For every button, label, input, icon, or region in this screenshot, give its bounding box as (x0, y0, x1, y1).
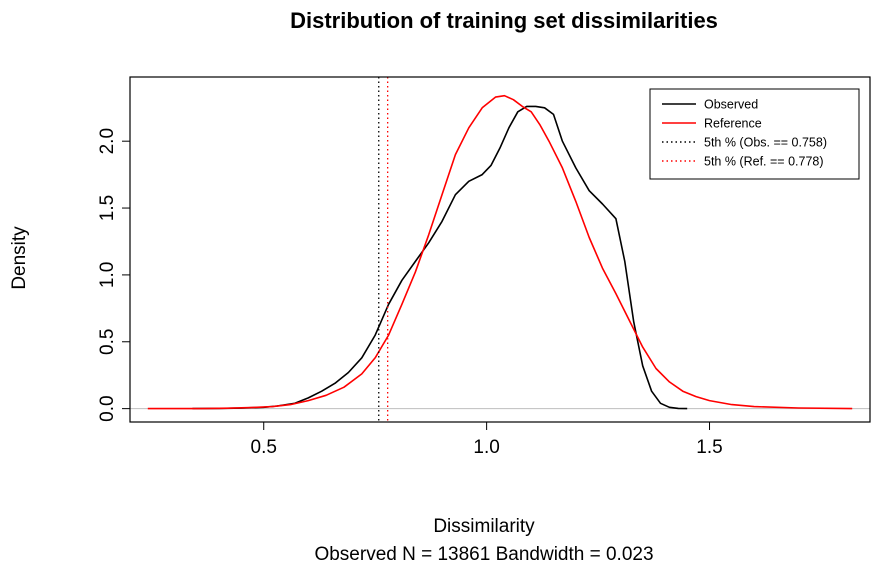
chart-title: Distribution of training set dissimilari… (290, 8, 718, 33)
y-tick-label: 0.0 (97, 395, 118, 421)
legend: Observed Reference 5th % (Obs. == 0.758) 5t… (649, 88, 860, 180)
chart-subtitle: Observed N = 13861 Bandwidth = 0.023 (314, 544, 653, 565)
y-tick-label: 0.5 (97, 329, 118, 355)
series-line-observed (192, 105, 688, 410)
y-tick-label: 2.0 (97, 128, 118, 154)
y-axis-label: Density (9, 226, 30, 290)
plot-area (130, 77, 870, 422)
legend-label-2: 5th % (Obs. == 0.758) (704, 136, 827, 150)
x-axis: 0.5 1.0 1.5 (251, 421, 723, 458)
x-tick-label: 1.5 (696, 437, 722, 458)
x-axis-label: Dissimilarity (433, 516, 535, 537)
legend-label-3: 5th % (Ref. == 0.778) (704, 155, 824, 169)
y-axis: 0.0 0.5 1.0 1.5 2.0 (97, 128, 131, 422)
series-line-reference (147, 94, 853, 410)
y-tick-label: 1.0 (97, 262, 118, 288)
x-tick-label: 0.5 (251, 437, 277, 458)
legend-label-0: Observed (704, 98, 758, 112)
x-tick-label: 1.0 (473, 437, 499, 458)
legend-label-1: Reference (704, 117, 762, 131)
y-tick-label: 1.5 (97, 195, 118, 221)
